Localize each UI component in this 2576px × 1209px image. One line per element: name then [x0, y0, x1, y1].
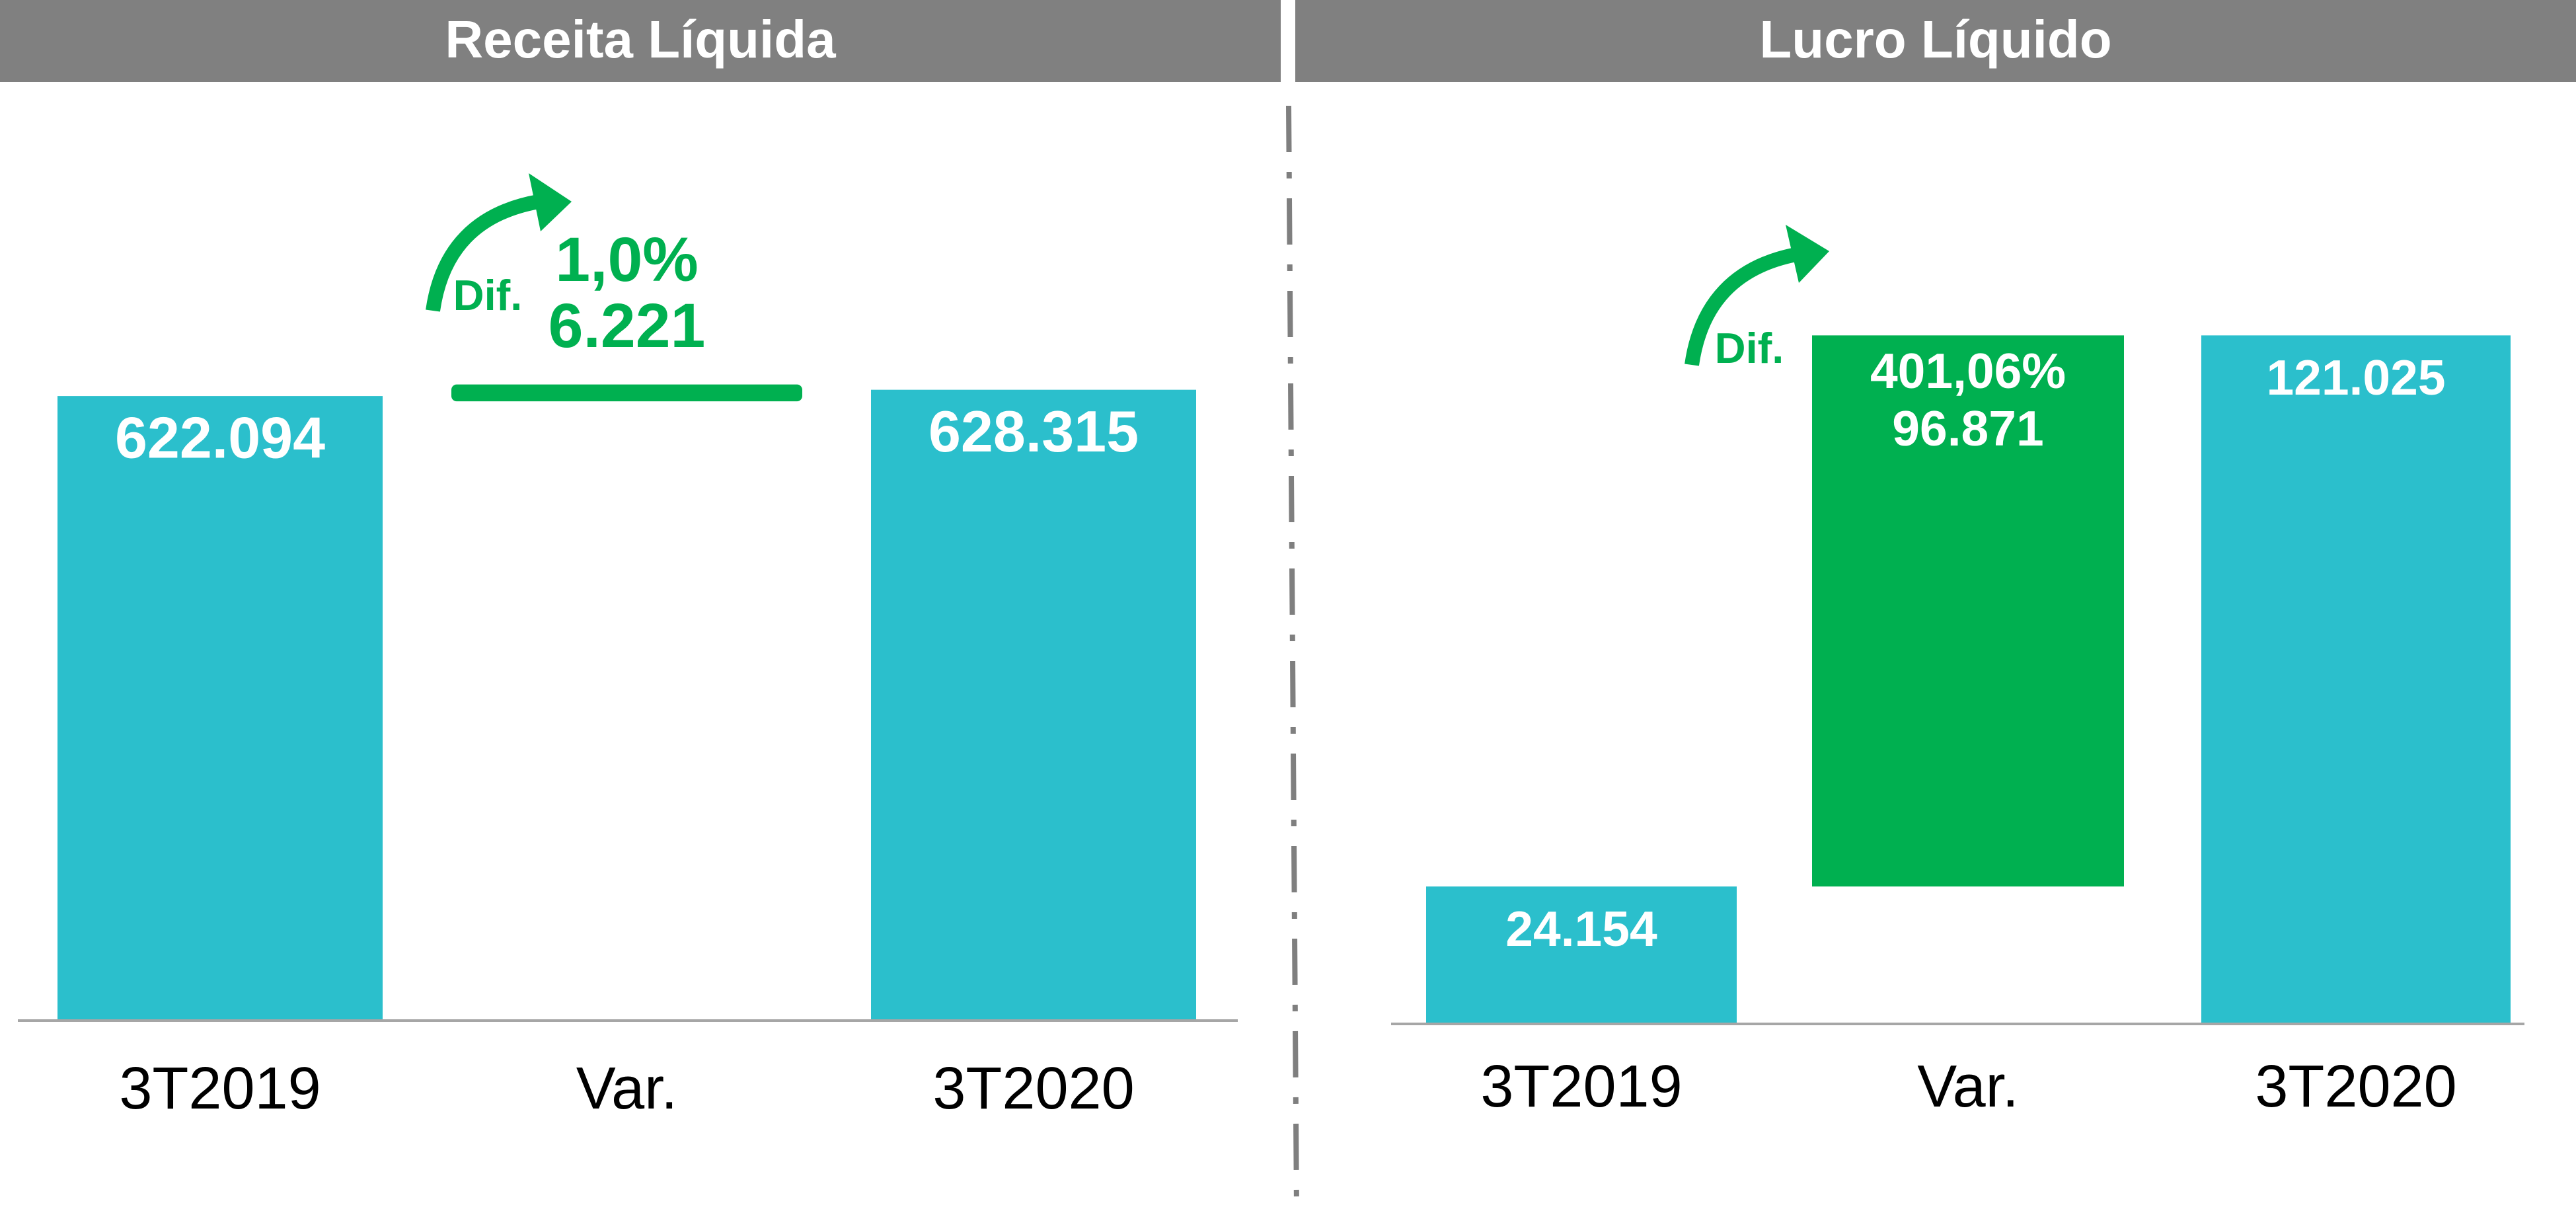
arrow-head — [529, 173, 572, 231]
separator — [1286, 105, 1299, 1209]
value-label: 6.221 — [549, 291, 706, 361]
x-tick-label: Var. — [576, 1056, 677, 1122]
bar — [1812, 335, 2124, 887]
dif-label: Dif. — [1715, 324, 1784, 372]
header-bar — [0, 0, 1281, 82]
change-label: 401,06% — [1870, 343, 2066, 399]
value-label: 622.094 — [115, 405, 325, 470]
value-label: 96.871 — [1892, 401, 2043, 456]
value-label: 24.154 — [1505, 901, 1657, 956]
x-tick-label: Var. — [1917, 1054, 2018, 1120]
value-label: 628.315 — [928, 399, 1139, 464]
bar — [1426, 886, 1737, 1024]
x-tick-label: 3T2019 — [1480, 1054, 1682, 1120]
bar — [57, 396, 383, 1021]
arrow — [426, 194, 540, 312]
value-label: 121.025 — [2266, 350, 2445, 405]
x-tick-label: 3T2019 — [119, 1056, 321, 1122]
x-tick-label: 3T2020 — [2255, 1054, 2456, 1120]
x-tick-label: 3T2020 — [932, 1056, 1134, 1122]
bar — [2201, 335, 2511, 1024]
change-label: 1,0% — [555, 225, 699, 295]
dif-label: Dif. — [453, 271, 523, 319]
header-bar — [1295, 0, 2576, 82]
arrow-head — [1786, 225, 1829, 283]
chart-title: Lucro Líquido — [1759, 10, 2111, 69]
bar — [451, 384, 802, 402]
bar — [871, 389, 1196, 1021]
chart-title: Receita Líquida — [445, 10, 836, 69]
arrow — [1685, 247, 1798, 366]
